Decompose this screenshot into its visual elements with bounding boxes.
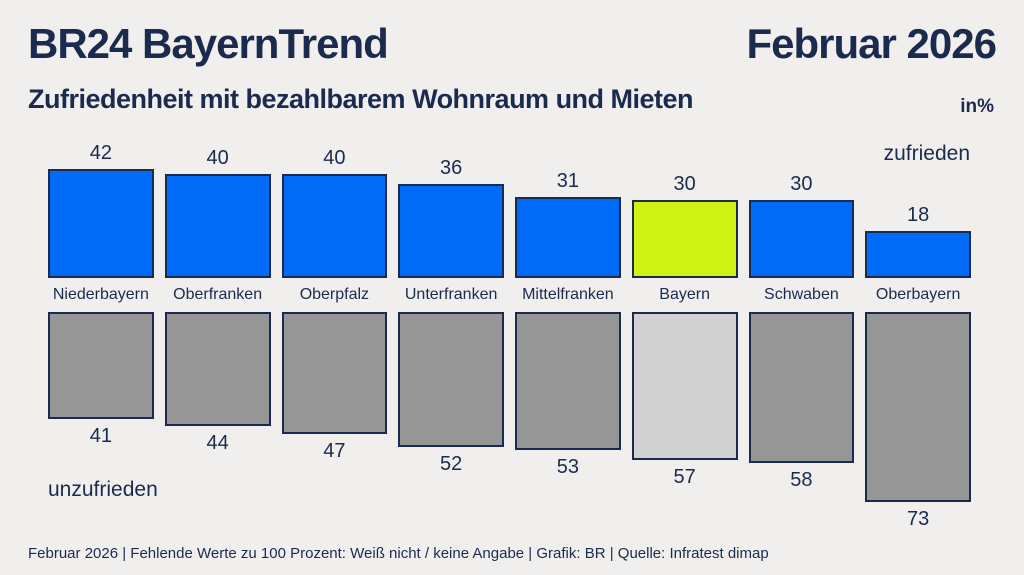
satisfied-bar xyxy=(48,169,154,278)
satisfied-bar xyxy=(281,174,388,278)
satisfied-zone: 40 xyxy=(164,140,271,278)
satisfied-zone: 42 xyxy=(48,140,154,278)
satisfied-zone: 40 xyxy=(281,140,388,278)
source-footnote: Februar 2026 | Fehlende Werte zu 100 Pro… xyxy=(28,545,769,562)
unsatisfied-value-label: 52 xyxy=(440,453,463,475)
bar-group-oberfranken: 40 Oberfranken 44 xyxy=(164,140,271,531)
unsatisfied-bar xyxy=(281,312,388,434)
bar-group-bayern: 30 Bayern 57 xyxy=(631,140,738,531)
region-label: Bayern xyxy=(659,286,710,303)
region-label: Oberbayern xyxy=(875,286,961,303)
satisfied-value-label: 30 xyxy=(673,173,696,195)
region-label: Niederbayern xyxy=(52,286,149,303)
satisfied-value-label: 18 xyxy=(907,204,930,226)
region-label: Unterfranken xyxy=(404,286,498,303)
satisfied-zone: 18 xyxy=(865,140,971,278)
unit-label: in% xyxy=(960,96,994,117)
satisfied-zone: 31 xyxy=(515,140,621,278)
unsatisfied-value-label: 57 xyxy=(673,466,696,488)
satisfied-value-label: 40 xyxy=(206,147,229,169)
satisfied-bar xyxy=(631,200,738,278)
satisfied-zone: 30 xyxy=(631,140,738,278)
bar-group-oberbayern: 18 Oberbayern 73 xyxy=(865,140,971,531)
page-title: BR24 BayernTrend xyxy=(28,20,389,67)
legend-unsatisfied: unzufrieden xyxy=(48,478,158,501)
unsatisfied-value-label: 44 xyxy=(206,432,229,454)
region-label: Oberfranken xyxy=(173,286,263,303)
unsatisfied-bar xyxy=(48,312,154,419)
region-label: Oberpfalz xyxy=(299,286,370,303)
bar-group-oberpfalz: 40 Oberpfalz 47 xyxy=(281,140,388,531)
unsatisfied-bar xyxy=(631,312,738,460)
bar-group-niederbayern: 42 Niederbayern 41 xyxy=(48,140,154,531)
satisfied-value-label: 36 xyxy=(440,157,463,179)
satisfied-value-label: 40 xyxy=(323,147,346,169)
unsatisfied-bar xyxy=(398,312,504,447)
satisfied-zone: 30 xyxy=(748,140,855,278)
legend-satisfied: zufrieden xyxy=(883,142,970,165)
satisfied-bar xyxy=(748,200,855,278)
unsatisfied-value-label: 47 xyxy=(323,440,346,462)
unsatisfied-value-label: 73 xyxy=(907,508,930,530)
unsatisfied-value-label: 53 xyxy=(556,456,579,478)
unsatisfied-value-label: 58 xyxy=(790,469,813,491)
satisfied-value-label: 42 xyxy=(89,142,112,164)
unsatisfied-value-label: 41 xyxy=(89,425,112,447)
bar-group-unterfranken: 36 Unterfranken 52 xyxy=(398,140,504,531)
unsatisfied-bar xyxy=(515,312,621,450)
unsatisfied-bar xyxy=(164,312,271,426)
satisfied-bar xyxy=(398,184,504,278)
bar-chart: 42 Niederbayern 41 40 Oberfranken 44 40 … xyxy=(48,140,971,531)
satisfied-bar xyxy=(164,174,271,278)
satisfied-bar xyxy=(515,197,621,278)
satisfied-value-label: 31 xyxy=(556,170,579,192)
bar-group-schwaben: 30 Schwaben 58 xyxy=(748,140,855,531)
region-label: Schwaben xyxy=(764,286,839,303)
report-date: Februar 2026 xyxy=(746,20,997,67)
unsatisfied-bar xyxy=(748,312,855,463)
satisfied-zone: 36 xyxy=(398,140,504,278)
unsatisfied-bar xyxy=(865,312,971,502)
bar-group-mittelfranken: 31 Mittelfranken 53 xyxy=(515,140,621,531)
region-label: Mittelfranken xyxy=(522,286,614,303)
chart-subtitle: Zufriedenheit mit bezahlbarem Wohnraum u… xyxy=(28,84,694,114)
satisfied-value-label: 30 xyxy=(790,173,813,195)
satisfied-bar xyxy=(865,231,971,278)
